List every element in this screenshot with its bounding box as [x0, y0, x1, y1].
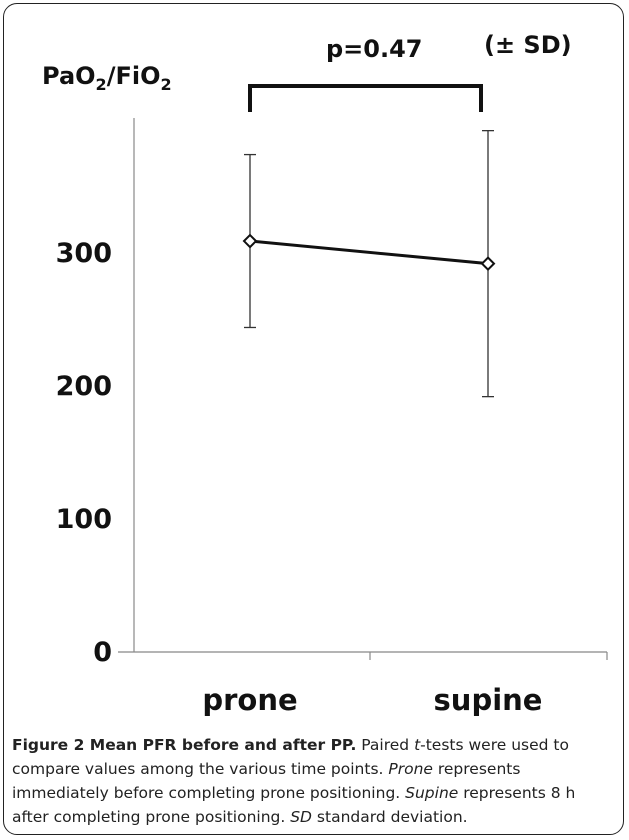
significance-bracket — [248, 84, 483, 112]
y-tick-label: 300 — [56, 238, 112, 269]
figure-frame — [3, 3, 624, 835]
y-tick-labels: 0 100 200 300 — [56, 238, 112, 668]
y-tick-label: 100 — [56, 504, 112, 535]
caption-text: -tests were used to compare values among… — [12, 736, 569, 778]
caption-text: standard deviation. — [312, 808, 468, 826]
caption-text: represents immediately before completing… — [12, 760, 521, 802]
series-line — [249, 239, 489, 266]
sd-note-label: (± SD) — [484, 31, 572, 59]
y-tick-label: 0 — [93, 637, 112, 668]
caption-italic-supine: Supine — [405, 784, 459, 802]
figure-caption: Figure 2 Mean PFR before and after PP. P… — [12, 733, 612, 829]
caption-text: Paired — [356, 736, 415, 754]
series-group — [242, 129, 496, 398]
x-tick-labels: prone supine — [202, 683, 542, 717]
x-tick-label: supine — [434, 683, 543, 717]
figure-label: Figure 2 Mean PFR before and after PP. — [12, 736, 357, 754]
data-point-marker — [480, 256, 496, 272]
y-axis-label: PaO2/FiO2 — [42, 62, 172, 94]
caption-text: represents 8 h after completing prone po… — [12, 784, 576, 826]
y-tick-label: 200 — [56, 371, 112, 402]
x-tick-label: prone — [202, 683, 297, 717]
pfr-chart: PaO2/FiO2 p=0.47 (± SD) 0 100 200 300 prone… — [42, 31, 608, 717]
caption-italic-t: t — [414, 736, 421, 754]
caption-italic-sd: SD — [290, 808, 312, 826]
caption-italic-prone: Prone — [388, 760, 433, 778]
p-value-label: p=0.47 — [326, 35, 423, 63]
data-point-marker — [242, 233, 258, 249]
